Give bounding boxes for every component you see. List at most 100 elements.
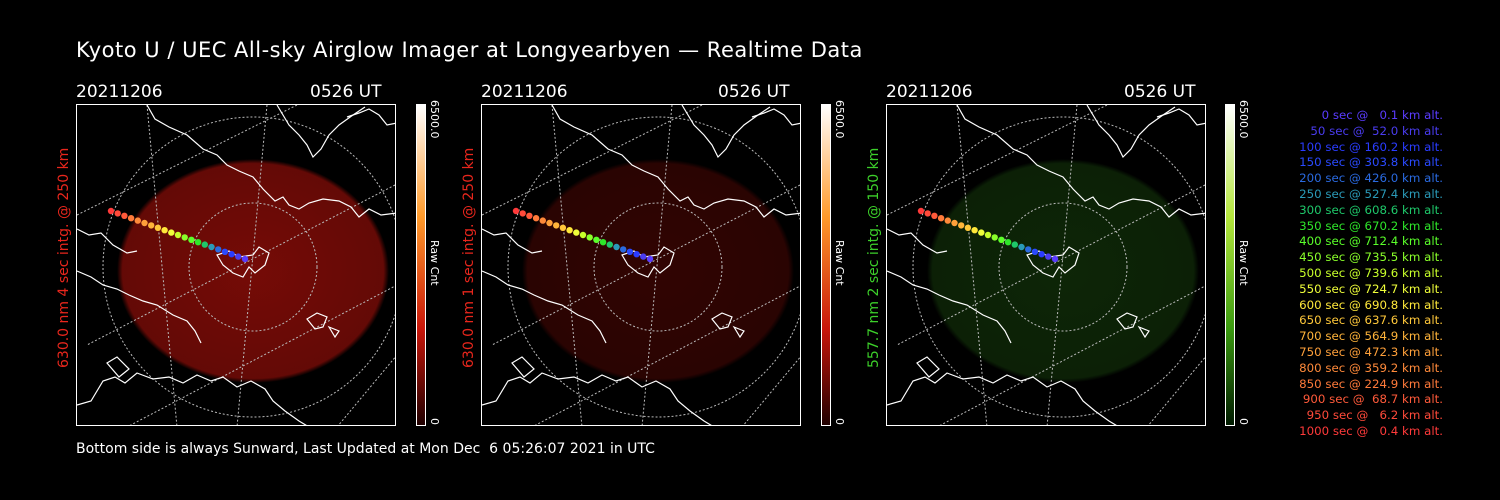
track-point xyxy=(107,207,115,215)
legend-item: 50 sec @ 52.0 km alt. xyxy=(1310,123,1443,138)
track-point xyxy=(646,255,654,263)
coastline xyxy=(916,356,940,378)
track-point xyxy=(241,255,249,263)
track-point xyxy=(640,253,647,260)
coastline xyxy=(77,372,307,425)
panel-2-colorbar-min: 0 xyxy=(833,418,846,425)
coastline xyxy=(711,312,733,330)
coastline xyxy=(751,108,800,126)
track-point xyxy=(526,212,533,219)
panel-3-colorbar-max: 6500.0 xyxy=(1237,100,1250,139)
coastline xyxy=(887,372,1117,425)
track-point xyxy=(958,222,965,229)
track-point xyxy=(593,236,600,243)
track-point xyxy=(606,241,613,248)
track-point xyxy=(127,215,135,222)
grid-line xyxy=(887,105,1108,216)
grid-line xyxy=(896,184,1205,346)
range-ring xyxy=(998,202,1128,332)
track-point xyxy=(161,227,168,234)
coastline xyxy=(77,270,202,344)
grid-line xyxy=(551,105,583,425)
track-point xyxy=(174,231,182,239)
coastline xyxy=(551,105,800,218)
altitude-legend: 0 sec @ 0.1 km alt. 50 sec @ 52.0 km alt… xyxy=(1255,108,1443,440)
coastline xyxy=(106,356,130,378)
panel-1-time: 0526 UT xyxy=(310,82,382,102)
coastline xyxy=(276,105,366,159)
panel-3-map xyxy=(887,105,1205,425)
panel-3-date: 20211206 xyxy=(886,82,973,102)
track-point xyxy=(626,248,634,255)
track-point xyxy=(181,234,188,241)
track-point xyxy=(141,219,148,227)
track-point xyxy=(201,241,208,248)
panel-2-time: 0526 UT xyxy=(718,82,790,102)
coastline xyxy=(482,270,607,344)
coastline xyxy=(482,372,712,425)
track-point xyxy=(1038,251,1045,258)
coastline xyxy=(956,105,1205,218)
panel-2-colorbar-max: 6500.0 xyxy=(833,100,846,139)
panel-3-colorbar-min: 0 xyxy=(1237,418,1250,425)
range-ring xyxy=(188,202,318,332)
legend-item: 900 sec @ 68.7 km alt. xyxy=(1302,392,1443,407)
legend-item: 700 sec @ 564.9 km alt. xyxy=(1299,329,1443,344)
panel-3-colorbar-unit: Raw Cnt xyxy=(1237,240,1250,286)
track-point xyxy=(519,210,526,217)
track-point xyxy=(984,231,992,239)
track-point xyxy=(924,210,931,217)
legend-item: 450 sec @ 735.5 km alt. xyxy=(1299,250,1443,265)
track-point xyxy=(613,243,620,251)
track-point xyxy=(559,224,567,231)
legend-item: 550 sec @ 724.7 km alt. xyxy=(1299,281,1443,296)
panel-1-colorbar-max: 6500.0 xyxy=(428,100,441,139)
grid-line xyxy=(1148,356,1205,425)
legend-item: 1000 sec @ 0.4 km alt. xyxy=(1299,423,1443,438)
panel-2-image[interactable] xyxy=(481,104,801,426)
track-point xyxy=(121,212,128,219)
track-point xyxy=(917,207,925,215)
track-point xyxy=(1004,239,1012,246)
coastline xyxy=(1137,325,1150,339)
legend-item: 800 sec @ 359.2 km alt. xyxy=(1299,360,1443,375)
grid-line xyxy=(491,184,800,346)
track-point xyxy=(188,236,195,243)
range-ring xyxy=(593,202,723,332)
coastline xyxy=(77,228,138,254)
panel-1-colorbar-min: 0 xyxy=(428,418,441,425)
coastline xyxy=(346,108,395,126)
page-title: Kyoto U / UEC All-sky Airglow Imager at … xyxy=(76,38,863,62)
track-point xyxy=(208,243,215,251)
panel-2-colorbar-unit: Raw Cnt xyxy=(833,240,846,286)
coastline xyxy=(681,105,771,159)
track-point xyxy=(215,246,222,253)
coastline xyxy=(732,325,745,339)
track-point xyxy=(998,236,1005,243)
track-point xyxy=(991,234,998,241)
track-point xyxy=(1031,248,1039,255)
legend-item: 650 sec @ 637.6 km alt. xyxy=(1299,313,1443,328)
grid-line xyxy=(236,105,268,425)
grid-line xyxy=(338,356,395,425)
coastline xyxy=(1156,108,1205,126)
legend-item: 750 sec @ 472.3 km alt. xyxy=(1299,344,1443,359)
panel-3-image[interactable] xyxy=(886,104,1206,426)
track-point xyxy=(566,227,573,234)
track-point xyxy=(579,231,587,239)
legend-item: 500 sec @ 739.6 km alt. xyxy=(1299,265,1443,280)
track-point xyxy=(532,215,540,222)
track-point xyxy=(620,246,627,253)
track-point xyxy=(1025,246,1032,253)
track-point xyxy=(573,229,580,236)
track-point xyxy=(1045,253,1052,260)
legend-item: 100 sec @ 160.2 km alt. xyxy=(1299,139,1443,154)
legend-item: 150 sec @ 303.8 km alt. xyxy=(1299,155,1443,170)
grid-line xyxy=(743,356,800,425)
panel-1-map xyxy=(77,105,395,425)
track-point xyxy=(512,207,520,215)
panel-1-image[interactable] xyxy=(76,104,396,426)
grid-line xyxy=(482,105,703,216)
panel-1-date: 20211206 xyxy=(76,82,163,102)
panel-1-colorbar xyxy=(416,104,426,426)
